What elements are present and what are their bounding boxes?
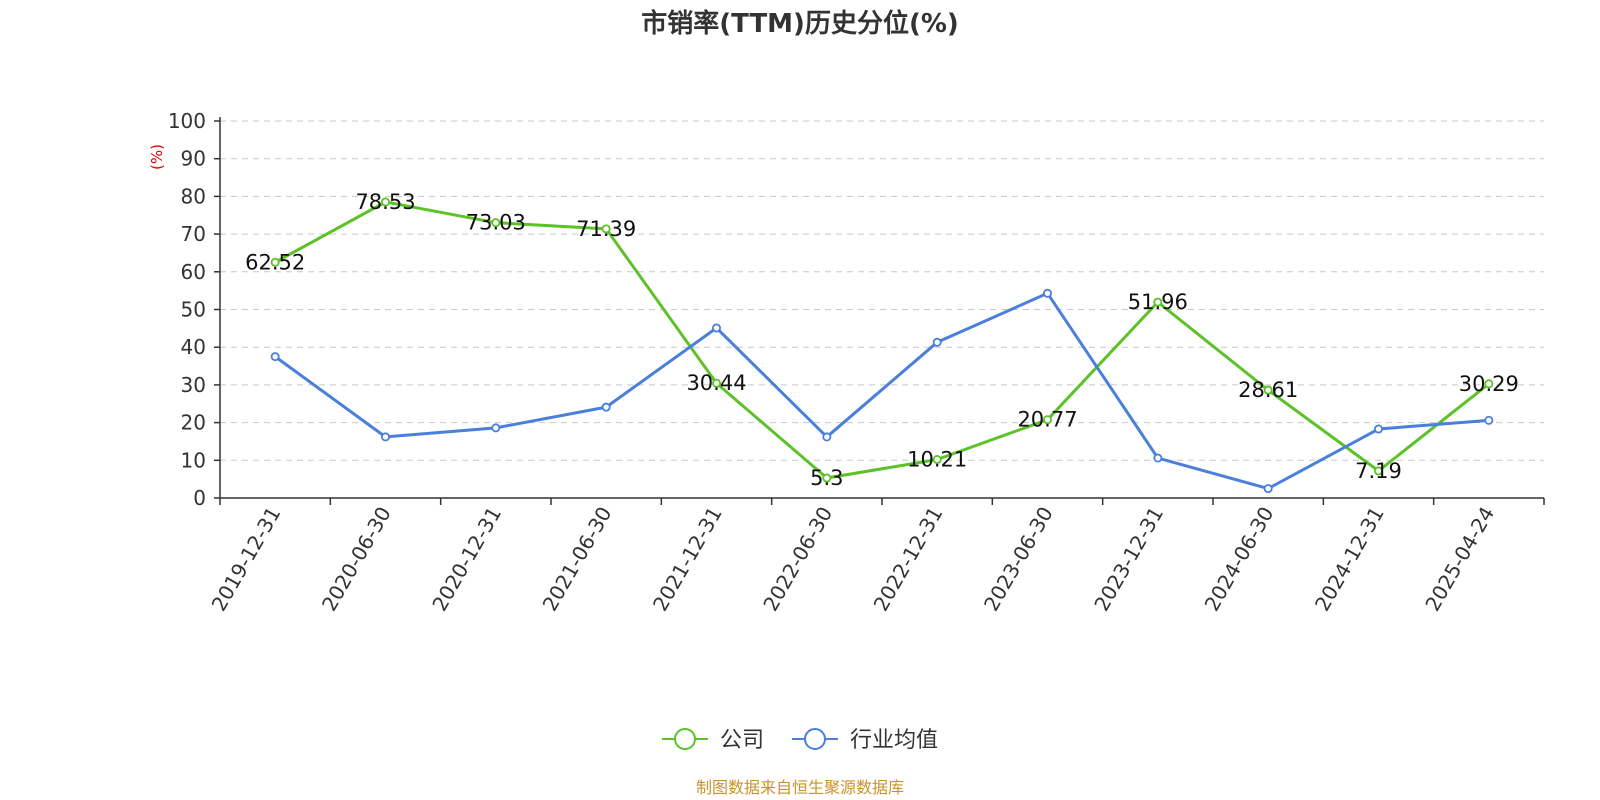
data-label: 51.96 [1128, 290, 1188, 314]
data-label: 5.3 [810, 466, 843, 490]
data-label: 28.61 [1238, 378, 1298, 402]
data-label: 30.44 [686, 371, 746, 395]
grid [220, 120, 1544, 461]
y-tick-label: 70 [181, 222, 206, 246]
y-tick-label: 0 [193, 486, 206, 510]
series-1-point [1484, 379, 1494, 389]
series-1-point [1153, 297, 1163, 307]
series-2-point [491, 423, 501, 433]
y-tick-label: 100 [168, 109, 206, 133]
series-1-point [491, 218, 501, 228]
y-tick-label: 90 [181, 147, 206, 171]
source-note: 制图数据来自恒生聚源数据库 [696, 778, 904, 797]
series-1-point [601, 224, 611, 234]
x-tick-label: 2023-06-30 [979, 503, 1058, 616]
y-tick-label: 80 [181, 184, 206, 208]
y-tick-label: 50 [181, 298, 206, 322]
series-2-point [1153, 453, 1163, 463]
legend-label-1[interactable]: 公司 [720, 728, 764, 753]
legend-marker-1 [674, 728, 696, 750]
series-1-point [1374, 466, 1384, 476]
data-labels: 62.52 78.53 73.03 71.39 30.44 5.3 10.21 20.77 51… [245, 190, 1519, 490]
x-tick-label: 2024-12-31 [1310, 503, 1389, 616]
data-label: 73.03 [466, 211, 526, 235]
series-2-point [712, 323, 722, 333]
series-2-point [1043, 288, 1053, 298]
series-2-point [270, 352, 280, 362]
chart-title: 市销率(TTM)历史分位(%) [641, 8, 959, 39]
data-label: 78.53 [355, 190, 415, 214]
x-tick-label: 2022-12-31 [869, 503, 948, 616]
series-1-point [270, 257, 280, 267]
x-tick-label: 2020-06-30 [317, 503, 396, 616]
series-1-point [1263, 385, 1273, 395]
x-tick-label: 2022-06-30 [758, 503, 837, 616]
legend[interactable]: 公司 行业均值 [662, 728, 938, 753]
series-1-point [712, 378, 722, 388]
series-2-point [1484, 415, 1494, 425]
data-label: 10.21 [907, 448, 967, 472]
x-tick-label: 2023-12-31 [1089, 503, 1168, 616]
series-2-point [1374, 424, 1384, 434]
series-2-point [822, 432, 832, 442]
series-1-point [932, 455, 942, 465]
x-tick-label: 2020-12-31 [427, 503, 506, 616]
data-label: 7.19 [1355, 459, 1402, 483]
y-tick-label: 40 [181, 335, 206, 359]
series-1-point [822, 473, 832, 483]
x-tick-label: 2024-06-30 [1200, 503, 1279, 616]
x-tick-label: 2021-12-31 [648, 503, 727, 616]
data-label: 62.52 [245, 250, 305, 274]
series-2-point [1263, 484, 1273, 494]
data-label: 30.29 [1459, 372, 1519, 396]
series-1-point [1043, 415, 1053, 425]
legend-marker-2 [804, 728, 826, 750]
x-tick-label: 2025-04-24 [1420, 503, 1499, 616]
series-1-point [380, 197, 390, 207]
x-tick-label: 2021-06-30 [538, 503, 617, 616]
legend-label-2[interactable]: 行业均值 [850, 728, 938, 753]
y-tick-label: 20 [181, 411, 206, 435]
data-label: 71.39 [576, 217, 636, 241]
series-line-1 [274, 200, 1490, 480]
series [270, 197, 1494, 494]
series-2-point [601, 402, 611, 412]
y-axis-label: (%) [148, 144, 166, 170]
series-line-2 [274, 291, 1489, 491]
x-tick-label: 2019-12-31 [207, 503, 286, 616]
series-2-point [932, 337, 942, 347]
y-tick-label: 30 [181, 373, 206, 397]
y-tick-label: 10 [181, 448, 206, 472]
axes: 0 10 20 30 40 50 60 70 80 90 100 2019-12-31 2020-06-… [168, 109, 1545, 616]
series-2-point [380, 432, 390, 442]
data-label: 20.77 [1017, 408, 1077, 432]
y-tick-label: 60 [181, 260, 206, 284]
